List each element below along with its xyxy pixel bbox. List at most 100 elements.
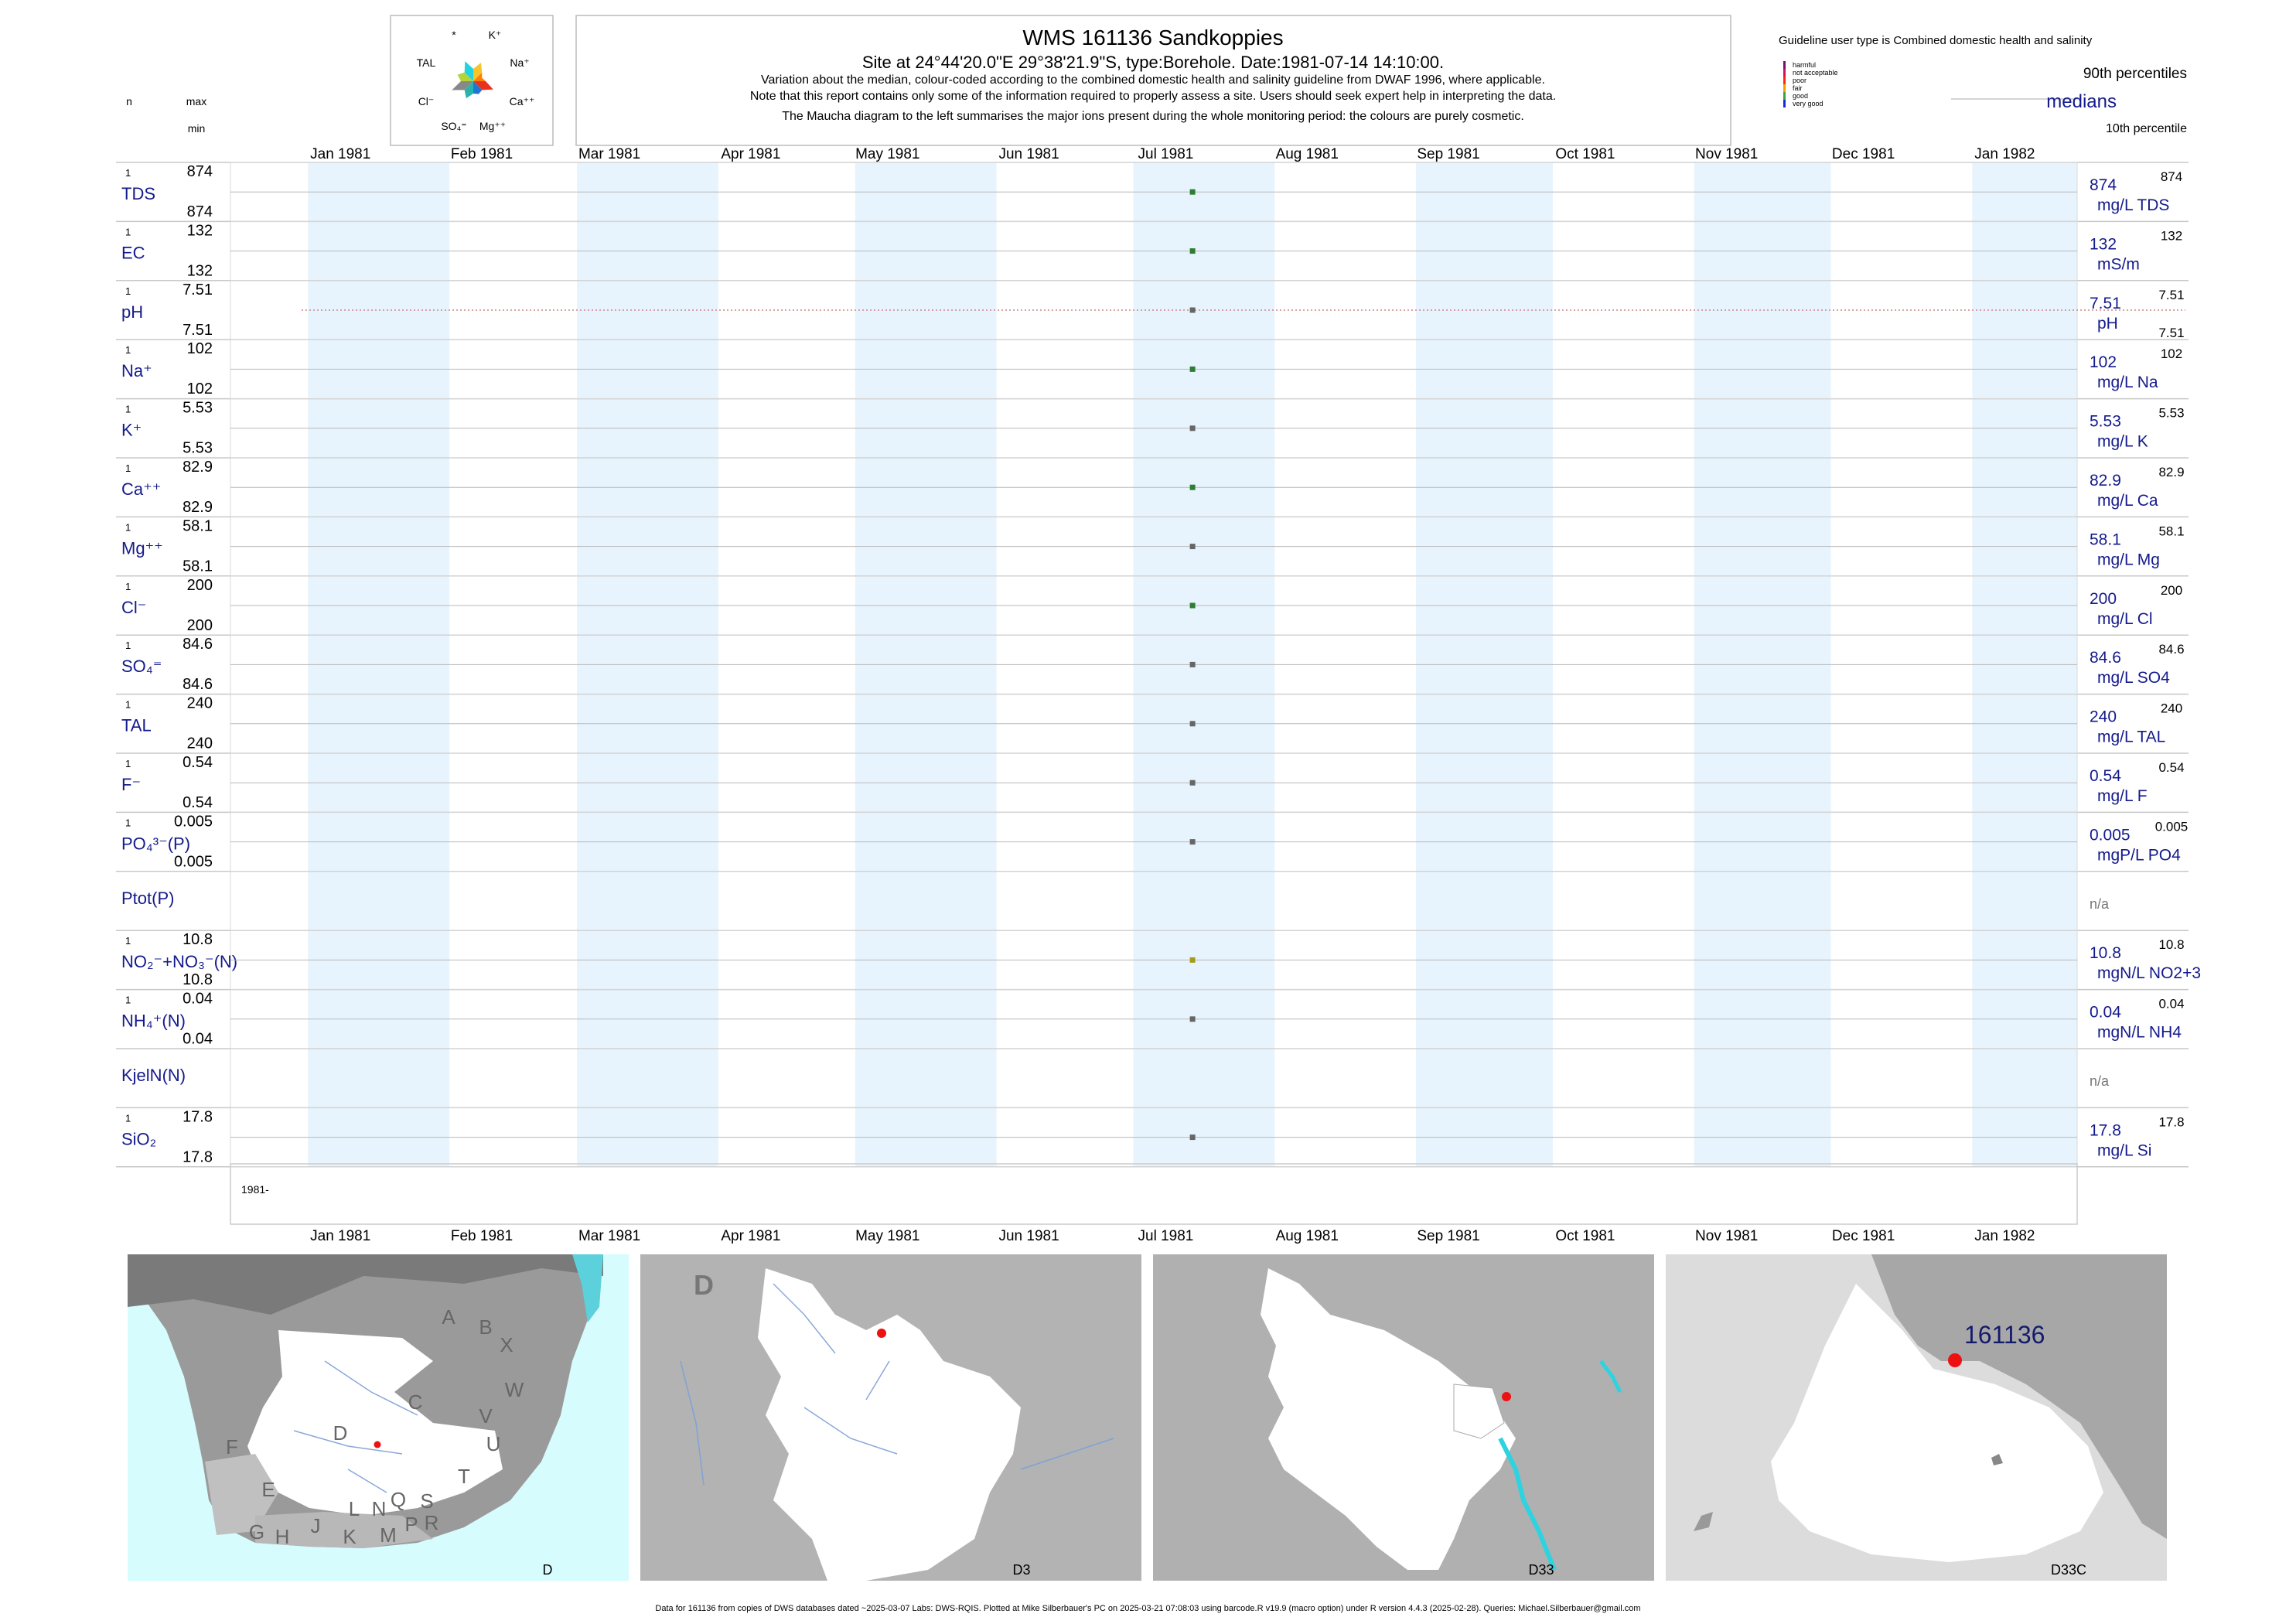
month-label-bottom: Mar 1981 (578, 1228, 640, 1244)
data-point (1189, 425, 1196, 432)
row-median-value: 7.51 (2090, 295, 2121, 312)
row-median-value: 0.005 (2090, 826, 2131, 844)
map-site-label: 161136 (1964, 1321, 2045, 1349)
map-region-label: V (479, 1404, 493, 1428)
title-block: WMS 161136 Sandkoppies Site at 24°44'20.… (575, 15, 1731, 146)
row-median-value: 240 (2090, 708, 2117, 726)
row-label: NH₄⁺(N) (121, 1012, 186, 1031)
data-point (1189, 1134, 1196, 1141)
year-label: 1981- (241, 1183, 269, 1196)
month-label-top: Sep 1981 (1417, 146, 1479, 162)
month-label-top: May 1981 (855, 146, 919, 162)
row-median-value: 0.54 (2090, 767, 2121, 785)
row-median-value: 102 (2090, 353, 2117, 371)
month-label-bottom: Jul 1981 (1138, 1228, 1194, 1244)
row-max: 0.54 (183, 754, 213, 771)
map-caption: D33 (1528, 1562, 1554, 1578)
row-min: 0.04 (183, 1031, 213, 1048)
row-p90: 200 (2161, 583, 2182, 598)
row-max: 84.6 (183, 636, 213, 653)
map-region-label: S (420, 1489, 433, 1513)
month-label-bottom: Aug 1981 (1276, 1228, 1339, 1244)
row-p90: 240 (2161, 701, 2182, 716)
map-site-marker (877, 1329, 886, 1338)
row-label: Ptot(P) (121, 889, 174, 908)
map-region-label: L (349, 1497, 360, 1520)
row-units: mg/L K (2097, 433, 2148, 451)
map-region-label: J (311, 1514, 321, 1537)
month-label-top: Dec 1981 (1832, 146, 1895, 162)
row-median-value: 10.8 (2090, 944, 2121, 962)
month-label-top: Jun 1981 (998, 146, 1059, 162)
row-label: SO₄⁼ (121, 657, 162, 676)
map-region-label: X (500, 1333, 513, 1356)
column-header-min: min (188, 122, 206, 135)
row-label: NO₂⁻+NO₃⁻(N) (121, 952, 237, 971)
maucha-segment (473, 81, 483, 94)
row-max: 17.8 (183, 1108, 213, 1125)
legend-class-label: very good (1793, 100, 1823, 107)
row-value-na: n/a (2090, 1073, 2110, 1089)
month-label-top: Oct 1981 (1555, 146, 1615, 162)
row-units: mg/L Cl (2097, 610, 2153, 628)
data-point (1189, 839, 1196, 845)
month-label-top: Mar 1981 (578, 146, 640, 162)
row-min: 200 (187, 617, 213, 634)
row-label: Cl⁻ (121, 598, 146, 617)
row-min: 240 (187, 735, 213, 752)
row-n: 1 (125, 521, 131, 533)
maucha-label-tal: TAL (417, 56, 436, 69)
row-label: KjelN(N) (121, 1066, 186, 1085)
row-units: mg/L TDS (2097, 196, 2169, 214)
legend-class-label: fair (1793, 84, 1803, 92)
maucha-label-star: * (452, 29, 456, 41)
month-label-bottom: Apr 1981 (721, 1228, 780, 1244)
row-max: 5.53 (183, 400, 213, 417)
column-header-n: n (126, 95, 132, 107)
map-region-label: D (333, 1421, 348, 1445)
time-axis-panel (230, 1163, 2078, 1225)
row-units: mg/L F (2097, 787, 2148, 805)
row-max: 102 (187, 340, 213, 357)
row-max: 874 (187, 163, 213, 180)
legend-class-label: poor (1793, 77, 1806, 84)
map-region-label: G (249, 1520, 264, 1544)
legend-class-swatch (1783, 84, 1786, 92)
row-min: 0.005 (174, 853, 213, 870)
legend-p10: 10th percentile (2106, 122, 2187, 135)
row-p90: 0.005 (2155, 819, 2189, 834)
data-point (1189, 1016, 1196, 1022)
data-point (1189, 544, 1196, 550)
maucha-segment (473, 72, 486, 81)
data-point (1189, 189, 1196, 195)
month-label-top: Feb 1981 (451, 146, 513, 162)
legend-class-swatch (1783, 61, 1786, 69)
month-label-top: Apr 1981 (721, 146, 780, 162)
map-region-label: T (458, 1465, 470, 1488)
row-max: 10.8 (183, 931, 213, 948)
row-min: 58.1 (183, 558, 213, 575)
map-region-label: F (226, 1435, 238, 1459)
row-n: 1 (125, 344, 131, 356)
row-units: mg/L Ca (2097, 492, 2158, 510)
row-median-value: 17.8 (2090, 1121, 2121, 1139)
row-label: TDS (121, 184, 155, 203)
row-n: 1 (125, 462, 131, 474)
month-label-bottom: Jan 1981 (310, 1228, 370, 1244)
row-max: 0.04 (183, 991, 213, 1008)
row-min: 84.6 (183, 676, 213, 693)
row-p90: 7.51 (2158, 288, 2184, 302)
row-value-na: n/a (2090, 896, 2110, 912)
map-caption: D3 (1012, 1562, 1030, 1578)
guideline-text: Guideline user type is Combined domestic… (1779, 34, 2093, 47)
row-max: 240 (187, 695, 213, 712)
row-n: 1 (125, 404, 131, 415)
map-region-label: U (486, 1432, 501, 1455)
data-point (1189, 721, 1196, 727)
month-label-top: Jan 1981 (310, 146, 370, 162)
row-label: EC (121, 243, 145, 262)
barcode-chart: Jan 1981 Feb 1981 Mar 1981 Apr 1981 May 1981… (116, 146, 2201, 1244)
row-units: mg/L Na (2097, 374, 2158, 391)
